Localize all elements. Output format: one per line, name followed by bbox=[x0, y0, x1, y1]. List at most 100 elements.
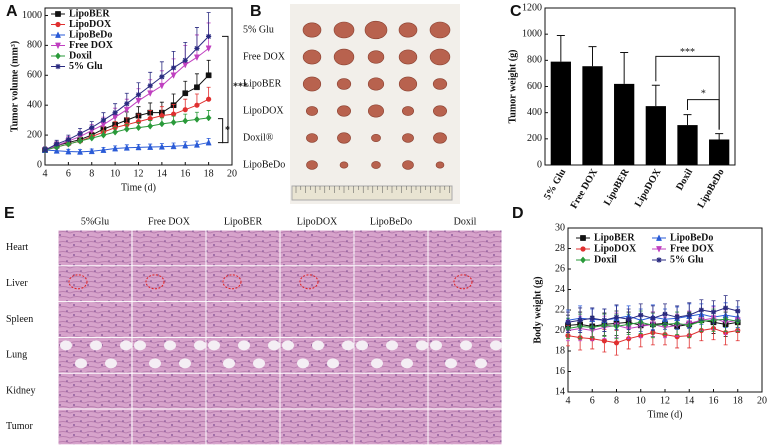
x-tick-label: 12 bbox=[134, 168, 144, 179]
tissue-image bbox=[354, 409, 428, 445]
x-tick-label: 4 bbox=[43, 168, 48, 179]
marker bbox=[123, 144, 130, 151]
alveolus bbox=[282, 340, 294, 351]
row-label: Tumor bbox=[6, 421, 34, 432]
panel-label: C bbox=[510, 3, 522, 20]
marker bbox=[55, 21, 61, 28]
tissue-image bbox=[58, 373, 132, 409]
row-label: Kidney bbox=[6, 385, 35, 396]
marker bbox=[194, 102, 200, 108]
marker bbox=[194, 84, 200, 91]
marker bbox=[55, 42, 61, 50]
legend-label: LipoBeDo bbox=[670, 232, 713, 243]
y-tick-label: 1000 bbox=[22, 10, 42, 21]
row-label: LipoDOX bbox=[243, 105, 284, 116]
bar bbox=[614, 83, 635, 165]
annotation: *** bbox=[680, 47, 695, 58]
x-axis-label: Time (d) bbox=[648, 409, 683, 420]
panel-label: D bbox=[512, 205, 524, 222]
marker bbox=[100, 117, 107, 123]
lesion-circle bbox=[145, 274, 165, 290]
legend-label: Doxil bbox=[69, 50, 92, 61]
legend-label: Free DOX bbox=[670, 243, 715, 254]
marker bbox=[205, 138, 212, 146]
tumor bbox=[306, 160, 318, 170]
y-tick-label: 24 bbox=[555, 284, 565, 295]
y-tick-label: 1000 bbox=[522, 28, 542, 39]
x-tick-label: 16 bbox=[180, 168, 190, 179]
marker bbox=[55, 31, 61, 38]
error-bar bbox=[194, 27, 199, 49]
x-tick-label: 14 bbox=[157, 168, 167, 179]
alveolus bbox=[401, 358, 413, 369]
marker bbox=[124, 101, 130, 107]
lesion-circle bbox=[299, 274, 319, 290]
x-tick-label: 6 bbox=[590, 395, 595, 406]
column-label: LipoBeDo bbox=[370, 216, 412, 227]
marker bbox=[147, 83, 153, 89]
tissue-image bbox=[132, 409, 206, 445]
row-label: Heart bbox=[6, 242, 28, 253]
tumor bbox=[339, 161, 349, 169]
tumor bbox=[364, 20, 388, 40]
alveolus bbox=[179, 358, 191, 369]
tumor bbox=[401, 106, 414, 116]
y-axis-label: Body weight (g) bbox=[532, 276, 543, 343]
marker bbox=[158, 120, 165, 128]
marker bbox=[123, 106, 130, 114]
marker bbox=[147, 116, 153, 122]
x-tick-label: 16 bbox=[709, 395, 719, 406]
marker bbox=[194, 45, 200, 51]
tissue-image bbox=[132, 266, 206, 302]
marker bbox=[735, 308, 741, 314]
x-tick-label: 8 bbox=[89, 168, 94, 179]
marker bbox=[135, 143, 142, 151]
legend-label: 5% Glu bbox=[670, 254, 704, 265]
tumor bbox=[333, 21, 355, 39]
marker bbox=[674, 314, 680, 320]
legend-label: LipoBER bbox=[69, 8, 110, 19]
marker bbox=[565, 319, 571, 325]
alveolus bbox=[90, 340, 102, 351]
y-tick-label: 16 bbox=[555, 366, 565, 377]
y-tick-label: 14 bbox=[555, 386, 565, 397]
legend-label: LipoDOX bbox=[594, 243, 637, 254]
y-tick-label: 600 bbox=[27, 70, 42, 81]
x-tick-label: 18 bbox=[204, 168, 214, 179]
legend-label: LipoBER bbox=[594, 232, 635, 243]
lesion-circle bbox=[68, 274, 88, 290]
alveolus bbox=[430, 340, 442, 351]
marker bbox=[55, 52, 61, 60]
x-tick-label: 10 bbox=[110, 168, 120, 179]
marker bbox=[182, 90, 189, 97]
marker bbox=[65, 136, 71, 143]
marker bbox=[147, 143, 154, 150]
y-tick-label: 1200 bbox=[522, 2, 542, 13]
x-tick-label: 6 bbox=[66, 168, 71, 179]
tumor bbox=[433, 132, 447, 144]
row-label: LipoBER bbox=[243, 78, 282, 89]
alveolus bbox=[312, 340, 324, 351]
x-tick-label: 20 bbox=[757, 395, 767, 406]
tumor bbox=[371, 161, 381, 169]
x-tick-label: 8 bbox=[614, 395, 619, 406]
y-tick-label: 18 bbox=[555, 345, 565, 356]
marker bbox=[638, 312, 644, 318]
annotation: * bbox=[225, 125, 230, 136]
tumor bbox=[398, 22, 418, 38]
alveolus bbox=[445, 358, 457, 369]
tumor bbox=[432, 78, 448, 90]
tumor bbox=[371, 134, 381, 142]
tissue-image bbox=[354, 373, 428, 409]
y-tick-label: 200 bbox=[27, 129, 42, 140]
x-tick-label: LipoDOX bbox=[633, 166, 664, 209]
row-label: Lung bbox=[6, 350, 27, 361]
y-tick-label: 0 bbox=[37, 159, 42, 170]
x-tick-label: LipoBER bbox=[602, 166, 632, 207]
tumor bbox=[435, 161, 445, 169]
x-tick-label: 4 bbox=[566, 395, 571, 406]
tissue-image bbox=[428, 230, 502, 266]
tissue-image bbox=[354, 302, 428, 337]
x-tick-label: Free DOX bbox=[569, 166, 601, 210]
axes-frame bbox=[544, 7, 736, 166]
